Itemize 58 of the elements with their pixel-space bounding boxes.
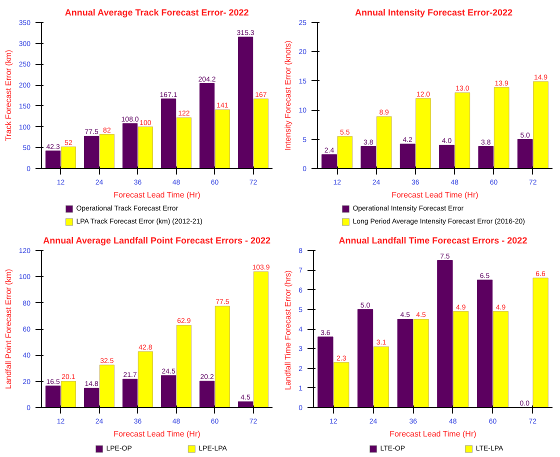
bar (214, 109, 230, 168)
y-axis-title: Intensity Forecast Error (knots) (284, 40, 293, 150)
bar (122, 378, 138, 408)
bar (357, 309, 374, 408)
bar (400, 144, 416, 168)
bar (478, 146, 494, 168)
bar (413, 318, 429, 408)
bar (214, 306, 230, 408)
bar (160, 375, 176, 408)
x-axis-title: Forecast Lead Time (Hr) (114, 430, 201, 438)
bar (334, 362, 350, 408)
bar (60, 146, 76, 168)
chart-title: Annual Average Landfall Point Forecast Errors - 2022 (43, 236, 271, 246)
y-axis-title: Track Forecast Error (km) (4, 50, 13, 142)
bar (416, 98, 431, 168)
bar (84, 388, 100, 408)
x-axis-title: Forecast Lead Time (Hr) (392, 190, 479, 200)
bar (376, 116, 392, 168)
bar (373, 346, 390, 408)
bar (517, 139, 533, 168)
bar (99, 364, 115, 408)
bar (138, 126, 154, 168)
bar (199, 380, 215, 408)
bar (253, 98, 269, 168)
bar (533, 81, 548, 168)
bar (45, 386, 61, 408)
x-axis-title: Forecast Lead Time (Hr) (114, 190, 201, 200)
bar (532, 278, 548, 408)
bar (60, 380, 76, 408)
chart-title: Annual Intensity Forecast Error-2022 (354, 8, 513, 18)
bar (492, 311, 509, 408)
bar (476, 280, 493, 408)
bar (453, 311, 469, 408)
bar (360, 146, 376, 168)
y-axis-title: Landfall Time Forecast Error (hrs) (284, 270, 293, 390)
bar (437, 260, 453, 408)
bar (454, 92, 470, 168)
x-axis-title: Forecast Lead Time (Hr) (390, 430, 477, 438)
bar (397, 318, 413, 408)
bar (238, 36, 254, 168)
bar (318, 336, 334, 408)
bar (439, 144, 454, 168)
chart-title: Annual Average Track Forecast Error- 2022 (64, 8, 249, 18)
bar (253, 271, 269, 408)
bar (45, 150, 61, 168)
chart-title: Annual Landfall Time Forecast Errors - 2022 (338, 236, 528, 246)
bar (176, 117, 192, 168)
bar (176, 324, 192, 408)
y-axis-title: Landfall Point Forecast Error (km) (4, 268, 13, 390)
bar (138, 351, 154, 408)
bar (199, 83, 215, 168)
bar (322, 154, 337, 168)
bar (337, 136, 353, 168)
bar (84, 136, 100, 168)
bar (122, 123, 138, 168)
bar (494, 87, 510, 168)
bar (99, 134, 115, 168)
bar (160, 98, 176, 168)
